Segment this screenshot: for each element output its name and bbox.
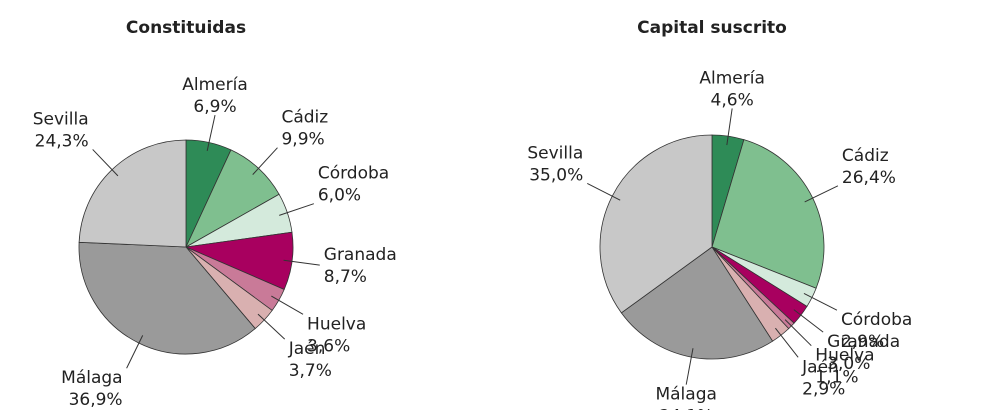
slice-value: 3,7% — [289, 361, 332, 381]
slice-value: 24,1% — [659, 407, 713, 410]
slice-label: Jaén — [801, 357, 839, 377]
slice-value: 9,9% — [281, 130, 324, 150]
slice-value: 4,6% — [711, 90, 754, 110]
slice-label: Almería — [699, 68, 765, 88]
slice-label: Córdoba — [318, 164, 389, 184]
slice-value: 3,0% — [827, 354, 870, 374]
leader-line — [803, 293, 838, 311]
leader-line — [283, 259, 320, 266]
leader-line — [685, 348, 694, 385]
slice-value: 8,7% — [324, 267, 367, 287]
slice-value: 1,1% — [815, 368, 858, 388]
leader-line — [726, 108, 733, 146]
leader-line — [279, 203, 315, 216]
leader-line — [793, 309, 824, 333]
slice-value: 6,9% — [193, 97, 236, 117]
slice-label: Sevilla — [527, 143, 583, 163]
slice-value: 35,0% — [529, 165, 583, 185]
slice-label: Córdoba — [841, 310, 912, 330]
slice-label: Granada — [827, 332, 900, 352]
leader-line — [252, 147, 278, 175]
slice-label: Sevilla — [33, 109, 89, 129]
slice-label: Huelva — [307, 314, 366, 334]
slice-value: 3,6% — [307, 336, 350, 356]
leader-line — [271, 295, 304, 315]
slice-label: Málaga — [61, 368, 122, 388]
leader-line — [775, 327, 799, 358]
leader-line — [206, 115, 216, 151]
slice-value: 24,3% — [35, 131, 89, 151]
slice-label: Almería — [182, 75, 248, 95]
slice-label: Granada — [324, 245, 397, 265]
slice-value: 2,9% — [841, 332, 884, 352]
leader-line — [126, 335, 144, 369]
leader-line — [257, 313, 286, 340]
chart-title: Capital suscrito — [637, 18, 787, 38]
slice-value: 26,4% — [842, 168, 896, 188]
slice-label: Huelva — [815, 346, 874, 366]
slice-label: Jaén — [288, 339, 326, 359]
pie-slice — [78, 139, 187, 248]
slice-label: Cádiz — [281, 108, 328, 128]
slice-label: Cádiz — [842, 146, 889, 166]
chart-title: Constituidas — [126, 18, 246, 38]
leader-line — [587, 182, 621, 201]
slice-label: Málaga — [655, 385, 716, 405]
leader-line — [92, 149, 119, 177]
slice-value: 2,9% — [802, 379, 845, 399]
leader-line — [804, 185, 839, 203]
slice-value: 6,0% — [318, 186, 361, 206]
slice-value: 36,9% — [69, 390, 123, 410]
leader-line — [784, 319, 812, 347]
